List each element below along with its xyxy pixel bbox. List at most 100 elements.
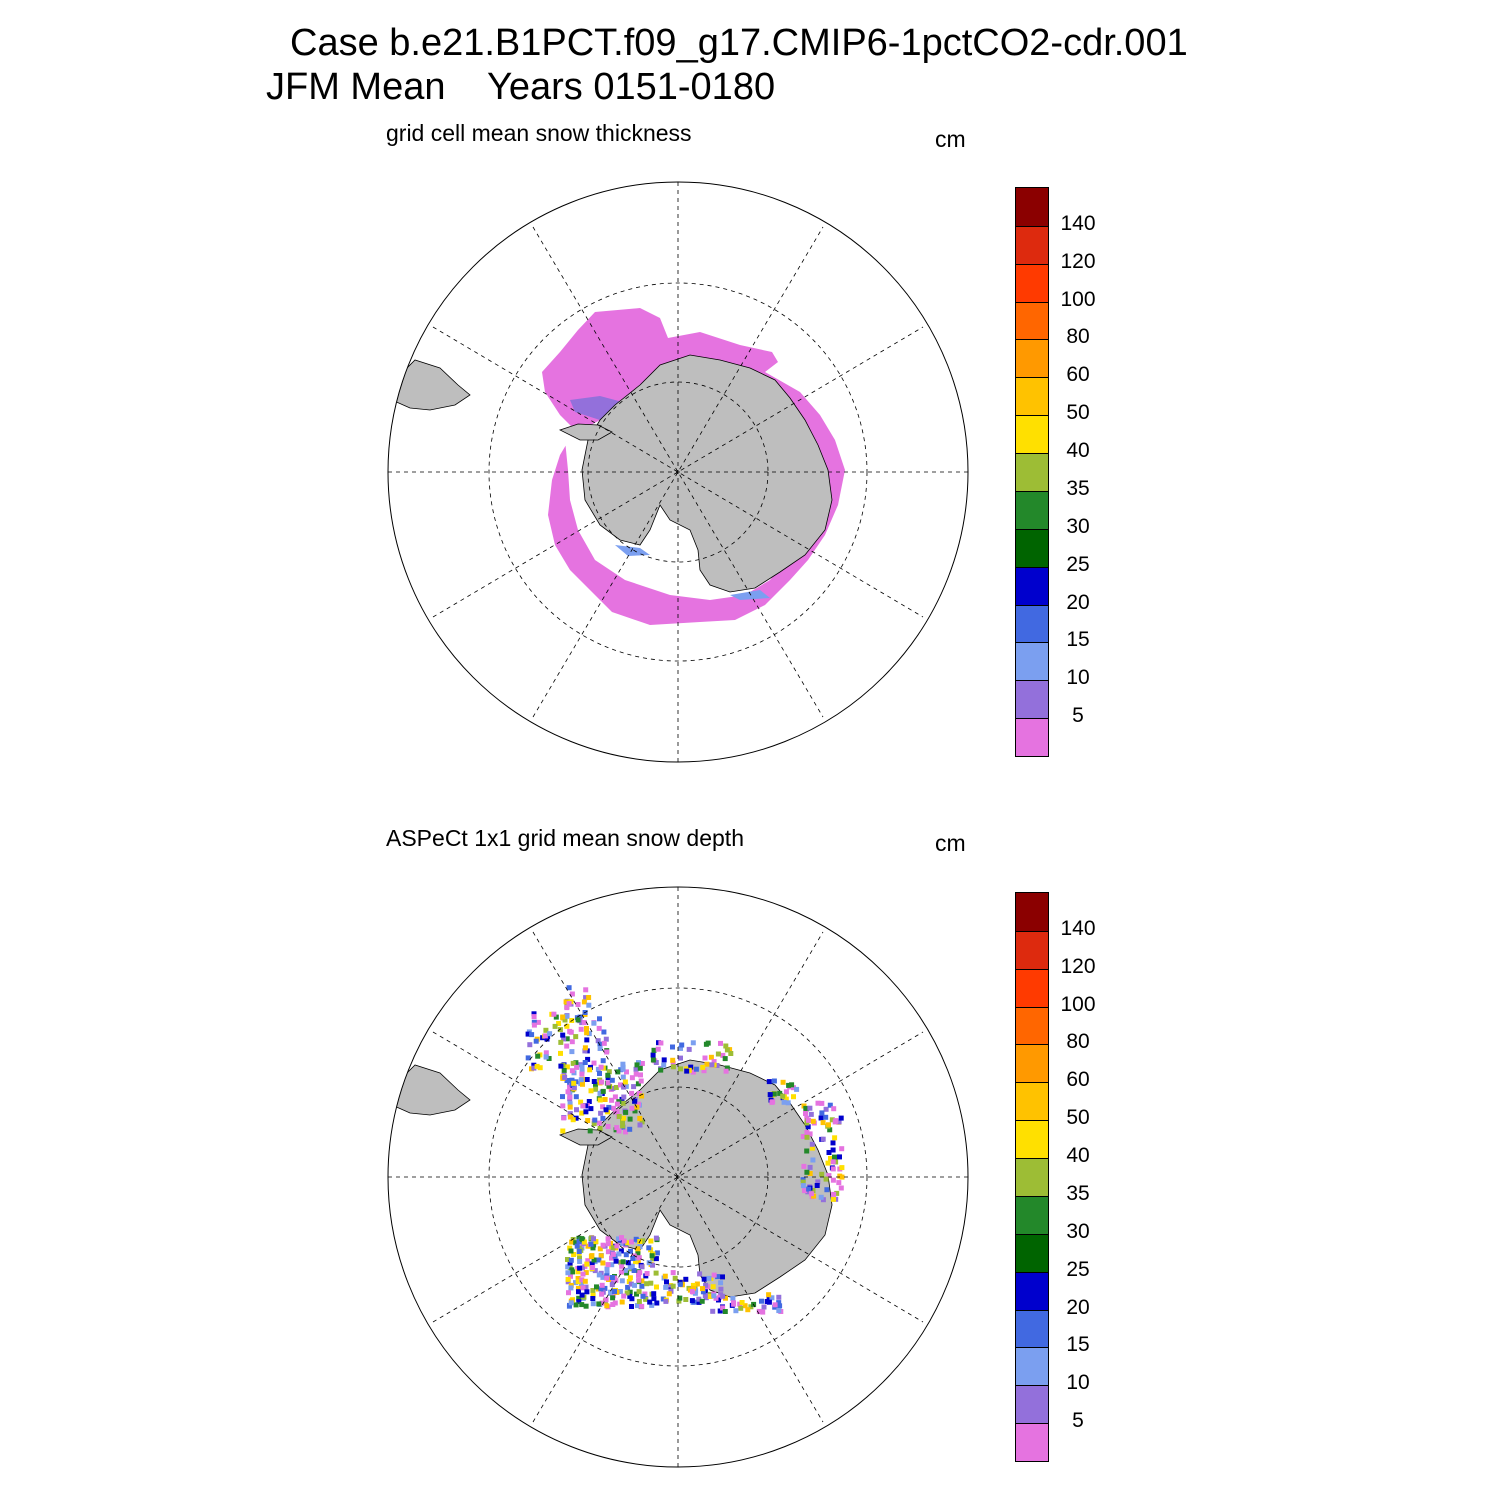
observation-cell: [651, 1291, 657, 1297]
panel1-colorbar-swatch: [1016, 453, 1048, 492]
observation-cell: [610, 1251, 616, 1257]
observation-cell: [837, 1154, 842, 1160]
observation-cell: [807, 1131, 813, 1137]
observation-cell: [584, 1261, 590, 1267]
observation-cell: [688, 1064, 694, 1070]
observation-cell: [692, 1290, 698, 1296]
observation-cell: [620, 1259, 626, 1265]
observation-cell: [620, 1100, 626, 1106]
observation-cell: [599, 1282, 605, 1288]
observation-cell: [534, 1063, 540, 1069]
observation-cell: [596, 1257, 602, 1263]
observation-cell: [564, 1036, 570, 1042]
observation-cell: [564, 1078, 570, 1083]
observation-cell: [598, 1110, 604, 1116]
observation-cell: [592, 1268, 598, 1274]
observation-cell: [802, 1188, 808, 1194]
observation-cell: [569, 1077, 575, 1083]
observation-cell: [632, 1098, 638, 1104]
observation-cell: [564, 1005, 570, 1011]
observation-cell: [525, 1055, 531, 1061]
observation-cell: [636, 1272, 641, 1278]
panel2-colorbar-label: 120: [1060, 954, 1096, 978]
observation-cell: [697, 1271, 703, 1277]
observation-cell: [631, 1084, 637, 1090]
observation-cell: [616, 1251, 622, 1257]
panel2-peninsula: [558, 1128, 613, 1146]
observation-cell: [715, 1051, 721, 1057]
observation-cell: [760, 1309, 766, 1315]
observation-cell: [543, 1050, 549, 1056]
observation-cell: [623, 1252, 629, 1258]
observation-cell: [831, 1106, 837, 1112]
observation-cell: [703, 1282, 709, 1288]
observation-cell: [625, 1260, 631, 1266]
panel1-subtitle: grid cell mean snow thickness: [386, 120, 692, 146]
observation-cell: [627, 1116, 633, 1122]
observation-cell: [588, 1241, 594, 1247]
observation-cell: [533, 1038, 539, 1044]
observation-cell: [635, 1246, 641, 1252]
observation-cell: [696, 1296, 702, 1302]
observation-cell: [571, 1080, 577, 1086]
observation-cell: [711, 1059, 717, 1065]
observation-cell: [560, 1032, 566, 1038]
observation-cell: [577, 1014, 583, 1020]
observation-cell: [826, 1122, 831, 1128]
observation-cell: [586, 995, 592, 1000]
observation-cell: [551, 1011, 557, 1017]
observation-cell: [776, 1300, 782, 1306]
observation-cell: [807, 1105, 813, 1111]
observation-cell: [823, 1114, 829, 1120]
observation-cell: [686, 1067, 692, 1073]
observation-cell: [604, 1266, 610, 1272]
observation-cell: [678, 1045, 683, 1051]
observation-cell: [663, 1284, 669, 1290]
observation-cell: [677, 1295, 683, 1301]
observation-cell: [575, 1002, 581, 1007]
observation-cell: [564, 1064, 570, 1070]
observation-cell: [596, 1301, 602, 1307]
observation-cell: [627, 1275, 633, 1281]
observation-cell: [766, 1299, 772, 1305]
observation-cell: [780, 1093, 786, 1099]
observation-cell: [578, 1099, 584, 1105]
observation-cell: [602, 1097, 608, 1102]
observation-cell: [807, 1164, 813, 1170]
observation-cell: [637, 1115, 643, 1121]
observation-cell: [836, 1119, 842, 1125]
observation-cell: [771, 1091, 777, 1097]
observation-cell: [649, 1253, 655, 1259]
observation-cell: [624, 1290, 630, 1296]
observation-cell: [579, 1277, 585, 1283]
observation-cell: [584, 1030, 590, 1036]
observation-cell: [583, 1109, 589, 1115]
observation-cell: [567, 1028, 573, 1034]
observation-cell: [584, 1077, 590, 1082]
observation-cell: [583, 1103, 589, 1109]
observation-cell: [637, 1270, 643, 1276]
observation-cell: [542, 1033, 548, 1039]
observation-cell: [650, 1057, 656, 1063]
observation-cell: [819, 1110, 825, 1116]
observation-cell: [601, 1040, 607, 1046]
observation-cell: [663, 1298, 669, 1304]
observation-cell: [595, 1038, 601, 1044]
observation-cell: [710, 1308, 716, 1314]
observation-cell: [558, 1063, 564, 1069]
observation-cell: [803, 1111, 808, 1116]
observation-cell: [579, 1302, 585, 1308]
panel1-colorbar-swatch: [1016, 415, 1048, 454]
observation-cell: [686, 1046, 692, 1052]
panel1-colorbar-label: 5: [1072, 704, 1084, 728]
observation-cell: [654, 1284, 659, 1290]
observation-cell: [629, 1296, 635, 1302]
observation-cell: [805, 1189, 811, 1195]
observation-cell: [637, 1065, 643, 1071]
observation-cell: [568, 1273, 573, 1279]
observation-cell: [617, 1289, 623, 1294]
observation-cell: [689, 1298, 695, 1304]
panel1-colorbar-label: 25: [1066, 552, 1090, 576]
panel1-colorbar-swatch: [1016, 263, 1048, 303]
panel2-colorbar-label: 50: [1066, 1106, 1090, 1130]
